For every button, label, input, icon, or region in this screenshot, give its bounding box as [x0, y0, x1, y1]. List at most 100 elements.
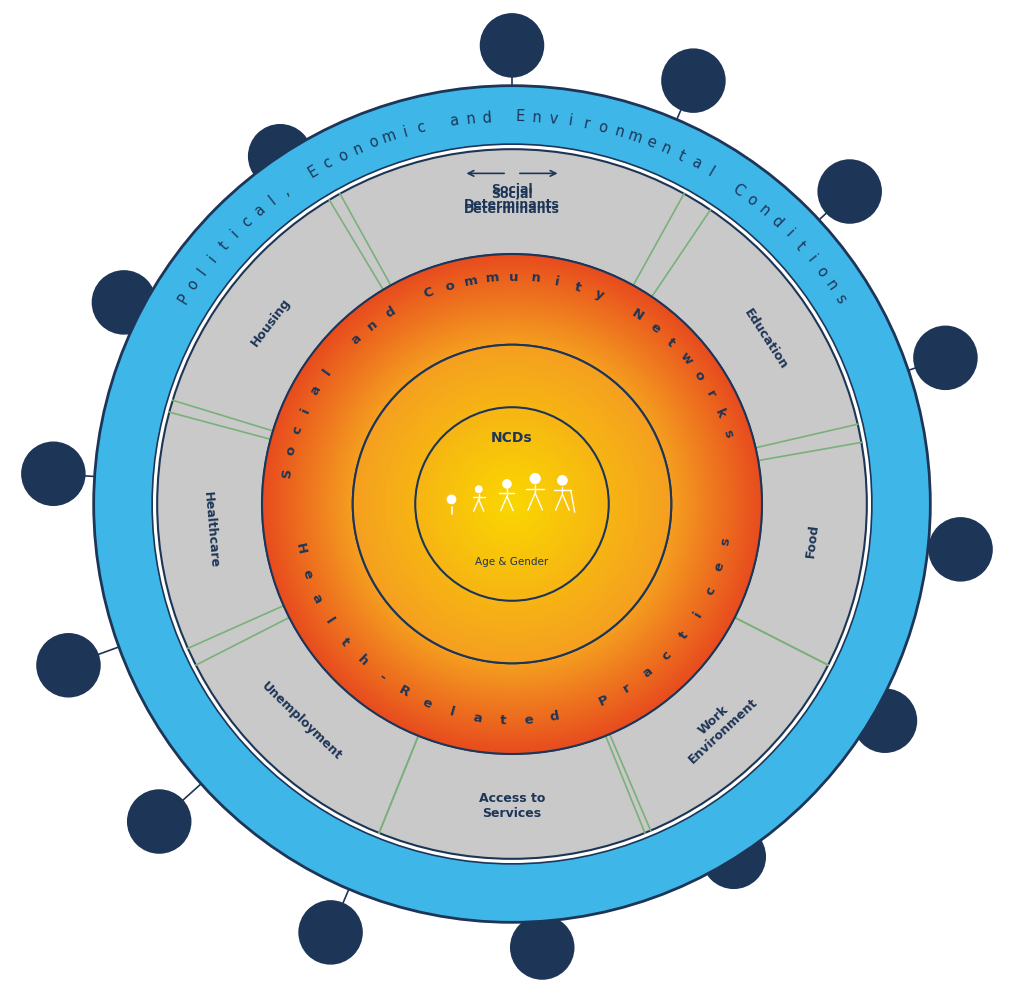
Circle shape	[413, 404, 611, 604]
Circle shape	[453, 445, 571, 563]
Text: Work
Environment: Work Environment	[676, 684, 761, 766]
Text: n: n	[756, 202, 773, 220]
Text: n: n	[350, 140, 366, 157]
Circle shape	[502, 479, 512, 489]
Circle shape	[529, 473, 541, 484]
Circle shape	[468, 461, 556, 547]
Text: P: P	[175, 291, 193, 306]
Text: o: o	[336, 147, 350, 164]
Text: i: i	[228, 227, 242, 240]
Circle shape	[373, 365, 651, 643]
Text: t: t	[677, 629, 691, 642]
Circle shape	[464, 457, 560, 551]
Text: n: n	[612, 124, 626, 140]
Text: a: a	[640, 665, 655, 680]
Circle shape	[92, 270, 157, 335]
Circle shape	[392, 385, 632, 623]
Text: Housing: Housing	[248, 295, 293, 349]
Circle shape	[444, 436, 580, 572]
Circle shape	[327, 319, 697, 689]
Circle shape	[557, 475, 567, 486]
Circle shape	[297, 289, 727, 719]
Circle shape	[265, 257, 759, 751]
Circle shape	[268, 260, 756, 748]
Text: S: S	[281, 467, 295, 478]
Circle shape	[284, 275, 740, 733]
Circle shape	[385, 377, 639, 631]
Circle shape	[279, 271, 745, 737]
Circle shape	[275, 268, 749, 740]
Text: c: c	[290, 424, 305, 436]
Text: o: o	[367, 134, 380, 151]
Text: e: e	[421, 696, 434, 712]
Text: l: l	[447, 706, 456, 719]
Circle shape	[296, 288, 728, 720]
Circle shape	[158, 149, 866, 859]
Text: c: c	[416, 120, 427, 136]
Circle shape	[472, 464, 552, 544]
Text: N: N	[629, 306, 645, 324]
Text: o: o	[443, 278, 456, 293]
Text: a: a	[449, 113, 460, 129]
Circle shape	[493, 484, 531, 524]
Circle shape	[504, 496, 520, 512]
Circle shape	[662, 48, 726, 113]
Text: c: c	[702, 585, 718, 598]
Circle shape	[449, 440, 575, 568]
Text: s: s	[719, 536, 732, 546]
Text: y: y	[592, 287, 605, 302]
Text: t: t	[216, 239, 231, 253]
Circle shape	[271, 263, 753, 745]
Text: Food: Food	[804, 523, 820, 558]
Circle shape	[817, 159, 882, 224]
Circle shape	[291, 283, 733, 725]
Circle shape	[248, 124, 312, 188]
Circle shape	[305, 297, 719, 711]
Circle shape	[343, 336, 681, 672]
Circle shape	[274, 266, 750, 742]
Circle shape	[440, 432, 584, 576]
Circle shape	[488, 480, 536, 528]
Circle shape	[269, 262, 755, 746]
Text: Healthcare: Healthcare	[201, 492, 220, 570]
Circle shape	[381, 373, 643, 635]
Text: l: l	[196, 265, 210, 277]
Circle shape	[36, 633, 100, 698]
Circle shape	[294, 286, 730, 722]
Text: o: o	[743, 192, 760, 209]
Circle shape	[318, 310, 706, 698]
Circle shape	[929, 517, 993, 582]
Circle shape	[281, 272, 743, 736]
Text: l: l	[705, 164, 716, 179]
Circle shape	[290, 281, 734, 727]
Text: Age & Gender: Age & Gender	[475, 557, 549, 568]
Circle shape	[262, 254, 762, 754]
Text: o: o	[184, 277, 202, 293]
Text: o: o	[284, 446, 299, 457]
Circle shape	[342, 334, 682, 674]
Text: t: t	[793, 239, 808, 253]
Circle shape	[701, 825, 766, 889]
Text: r: r	[621, 680, 633, 696]
Text: d: d	[768, 213, 785, 231]
Text: a: a	[688, 154, 703, 172]
Circle shape	[339, 331, 685, 677]
Text: C: C	[730, 180, 746, 200]
Circle shape	[282, 274, 742, 734]
Text: ,: ,	[280, 182, 292, 198]
Text: m: m	[484, 271, 500, 285]
Circle shape	[309, 301, 715, 707]
Circle shape	[315, 307, 709, 701]
Circle shape	[303, 295, 721, 713]
Text: u: u	[509, 271, 519, 283]
Text: E: E	[306, 163, 322, 180]
Circle shape	[293, 285, 731, 723]
Text: r: r	[582, 116, 591, 132]
Circle shape	[153, 144, 871, 864]
Text: l: l	[323, 615, 336, 626]
Circle shape	[302, 294, 722, 714]
Circle shape	[93, 86, 931, 922]
Circle shape	[496, 488, 528, 520]
Text: Education: Education	[741, 306, 790, 372]
Circle shape	[388, 381, 636, 627]
